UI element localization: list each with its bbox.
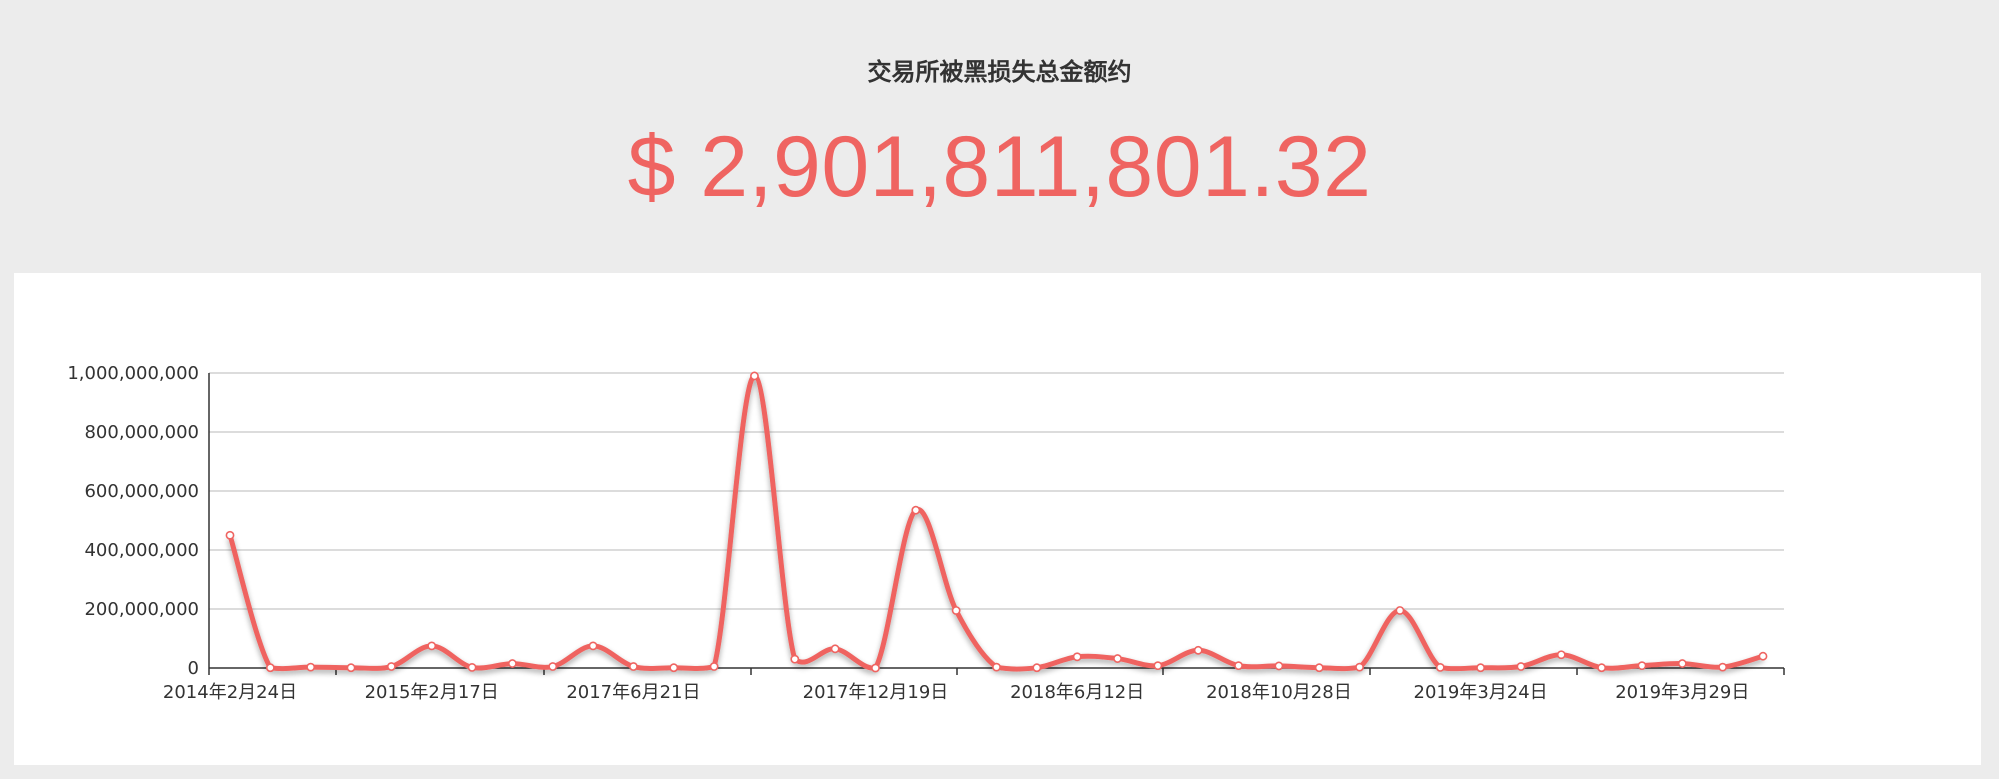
data-point <box>1234 661 1243 671</box>
data-point <box>588 641 598 651</box>
data-point <box>830 644 840 654</box>
x-tick-label: 2014年2月24日 <box>163 682 297 703</box>
data-point <box>1677 659 1687 668</box>
data-point <box>911 505 921 515</box>
data-point <box>386 662 396 671</box>
data-point <box>1476 663 1486 673</box>
data-point <box>1193 645 1203 655</box>
x-tick-label: 2018年6月12日 <box>1010 682 1144 703</box>
grid-lines <box>209 372 1784 610</box>
data-point <box>1113 654 1122 663</box>
data-point <box>1435 663 1445 672</box>
summary-header: 交易所被黑损失总金额约 $ 2,901,811,801.32 <box>0 0 1999 273</box>
data-point <box>1153 661 1163 671</box>
data-point <box>790 654 800 664</box>
x-tick-label: 2017年12月19日 <box>803 682 949 703</box>
data-point <box>1314 663 1324 673</box>
data-point <box>709 662 719 671</box>
data-point <box>1758 651 1768 661</box>
y-tick-label: 600,000,000 <box>84 481 199 502</box>
data-point <box>1274 661 1284 671</box>
data-point <box>306 662 316 672</box>
data-point <box>1395 606 1405 615</box>
y-tick-label: 0 <box>188 658 199 679</box>
x-tick-label: 2018年10月28日 <box>1206 682 1352 703</box>
data-point <box>507 659 517 668</box>
series-line <box>227 373 1764 672</box>
data-point <box>1355 662 1364 672</box>
data-point <box>1032 663 1042 673</box>
data-point <box>1072 652 1082 662</box>
data-point <box>1637 661 1647 671</box>
y-tick-label: 400,000,000 <box>84 540 199 561</box>
y-tick-label: 1,000,000,000 <box>67 363 199 384</box>
data-point <box>629 662 638 671</box>
chart-panel: 0 200,000,000 400,000,000 600,000,000 800,00… <box>14 273 1981 765</box>
data-point <box>427 641 437 651</box>
y-tick-label: 800,000,000 <box>84 422 199 443</box>
data-point <box>548 662 558 671</box>
x-tick-label: 2019年3月29日 <box>1615 682 1749 703</box>
data-point <box>1556 650 1566 660</box>
data-point <box>951 606 961 615</box>
x-tick-label: 2017年6月21日 <box>566 682 700 703</box>
data-point <box>1516 662 1526 671</box>
data-point <box>669 663 679 673</box>
data-point <box>1718 662 1728 672</box>
data-point <box>265 663 275 673</box>
x-tick-label: 2019年3月24日 <box>1414 682 1548 703</box>
data-point <box>225 530 235 540</box>
x-tick-label: 2015年2月17日 <box>365 682 499 703</box>
total-loss-caption: 交易所被黑损失总金额约 <box>867 58 1132 86</box>
data-point <box>467 663 477 672</box>
loss-line-chart: 0 200,000,000 400,000,000 600,000,000 800,00… <box>67 363 1785 703</box>
axes: 0 200,000,000 400,000,000 600,000,000 800,00… <box>67 363 1785 703</box>
series-line-path <box>227 373 1764 672</box>
data-points <box>225 371 1768 673</box>
data-point <box>871 663 880 673</box>
data-point <box>750 371 759 381</box>
data-point <box>346 663 356 673</box>
total-loss-amount: $ 2,901,811,801.32 <box>627 119 1372 215</box>
y-tick-label: 200,000,000 <box>84 599 199 620</box>
data-point <box>1597 663 1607 673</box>
data-point <box>992 662 1001 672</box>
